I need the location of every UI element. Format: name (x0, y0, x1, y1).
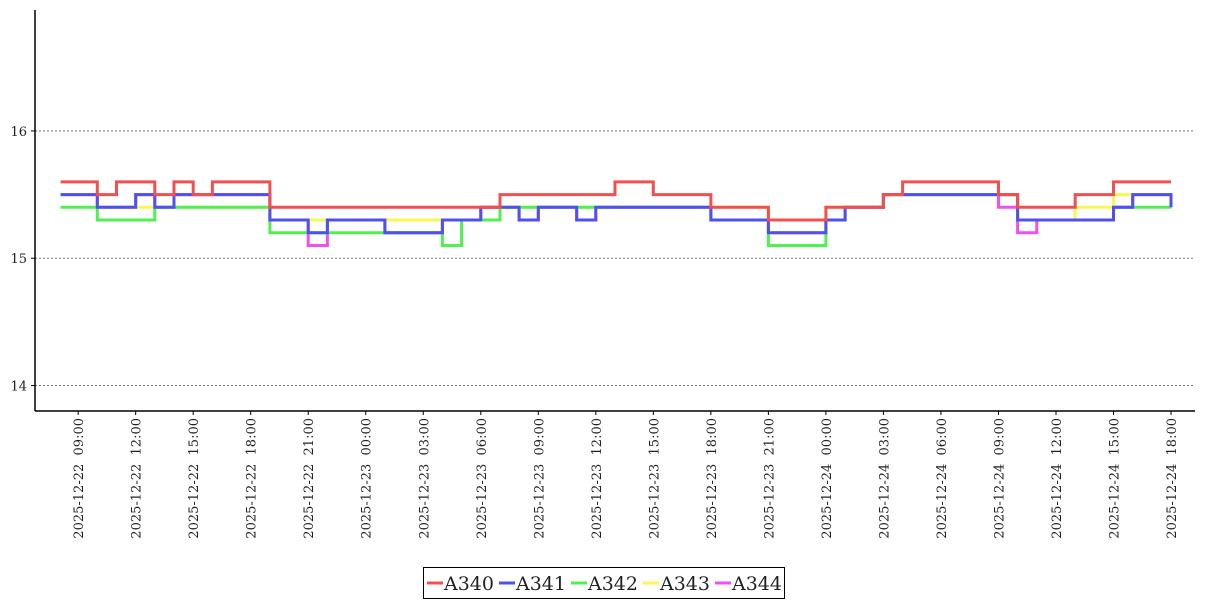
legend-label: A341 (515, 573, 566, 595)
x-tick-label: 2025-12-22 09:00 (72, 418, 87, 539)
y-tick-label: 16 (10, 125, 27, 140)
series-line-a343 (60, 193, 1171, 235)
series-line-a340 (60, 180, 1171, 222)
x-tick-label: 2025-12-22 18:00 (245, 418, 260, 539)
x-tick-label: 2025-12-24 00:00 (820, 418, 835, 539)
x-tick-label: 2025-12-23 18:00 (705, 418, 720, 539)
y-ticks: 14 15 16 (10, 125, 35, 395)
legend-label: A344 (731, 573, 782, 595)
x-tick-label: 2025-12-24 03:00 (877, 418, 892, 539)
series-lines (60, 180, 1173, 247)
legend-label: A342 (587, 573, 638, 595)
y-tick-label: 14 (10, 380, 27, 395)
x-tick-label: 2025-12-24 15:00 (1108, 418, 1123, 539)
x-tick-label: 2025-12-23 00:00 (360, 418, 375, 539)
x-tick-label: 2025-12-24 09:00 (992, 418, 1007, 539)
x-tick-label: 2025-12-24 06:00 (935, 418, 950, 539)
x-tick-label: 2025-12-22 21:00 (302, 418, 317, 539)
x-tick-label: 2025-12-23 09:00 (532, 418, 547, 539)
y-tick-label: 15 (10, 252, 27, 267)
series-line-a342 (60, 193, 1171, 247)
x-tick-label: 2025-12-22 15:00 (187, 418, 202, 539)
x-tick-label: 2025-12-23 15:00 (647, 418, 662, 539)
x-tick-label: 2025-12-23 12:00 (590, 418, 605, 539)
x-tick-label: 2025-12-23 06:00 (475, 418, 490, 539)
x-tick-label: 2025-12-23 21:00 (762, 418, 777, 539)
gridlines (35, 130, 1195, 387)
series-line-a341 (60, 193, 1173, 235)
series-line-a344 (60, 193, 1173, 247)
legend: A340 A341 A342 A343 A344 (423, 567, 785, 599)
x-tick-label: 2025-12-24 12:00 (1050, 418, 1065, 539)
x-ticks: 2025-12-22 09:00 2025-12-22 12:00 2025-12-… (72, 411, 1180, 539)
legend-label: A343 (659, 573, 710, 595)
x-tick-label: 2025-12-22 12:00 (130, 418, 145, 539)
x-tick-label: 2025-12-24 18:00 (1165, 418, 1180, 539)
legend-label: A340 (443, 573, 494, 595)
x-tick-label: 2025-12-23 03:00 (417, 418, 432, 539)
